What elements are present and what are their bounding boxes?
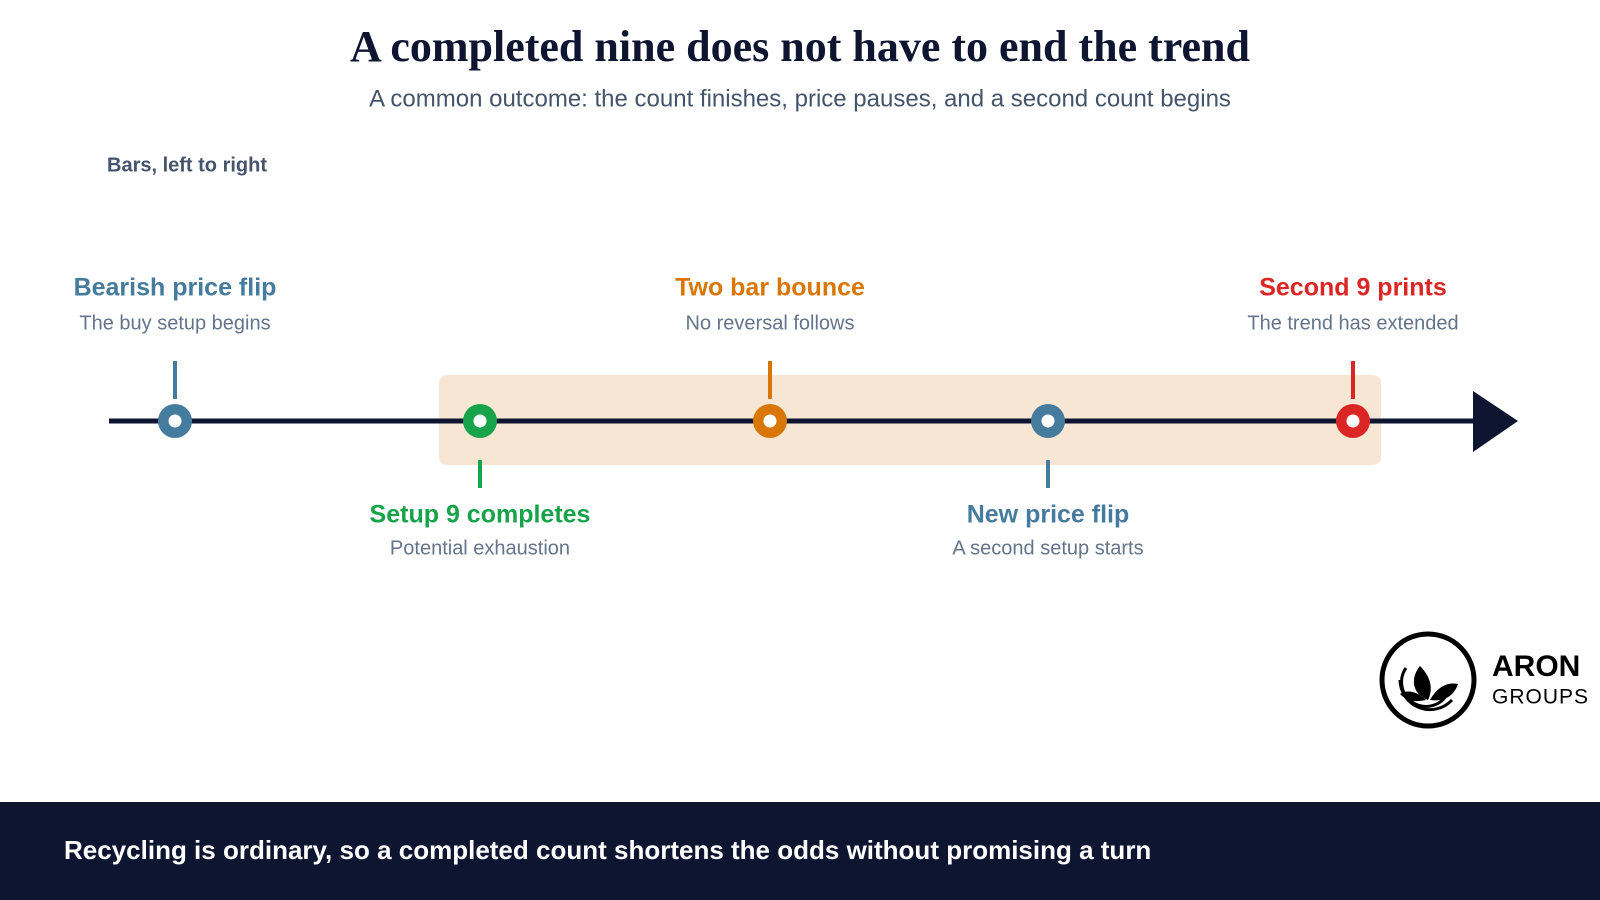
axis-label: Bars, left to right bbox=[107, 154, 267, 176]
footer-bar bbox=[0, 802, 1600, 900]
event-marker-center bbox=[168, 414, 182, 428]
footer-text: Recycling is ordinary, so a completed co… bbox=[64, 835, 1151, 865]
axis-arrow bbox=[1473, 391, 1518, 452]
logo: ARON GROUPS bbox=[1379, 631, 1589, 729]
logo-name: ARON bbox=[1492, 650, 1580, 683]
logo-leaves bbox=[1400, 666, 1458, 702]
event-subtitle: The trend has extended bbox=[1247, 312, 1458, 334]
event-title: Bearish price flip bbox=[74, 274, 277, 302]
events: Bearish price flip The buy setup begins Se… bbox=[74, 274, 1459, 560]
title: A completed nine does not have to end th… bbox=[350, 22, 1250, 71]
subtitle: A common outcome: the count finishes, pr… bbox=[369, 85, 1231, 112]
event-marker-center bbox=[1346, 414, 1360, 428]
logo-tagline: GROUPS bbox=[1492, 686, 1589, 709]
event-subtitle: No reversal follows bbox=[686, 312, 855, 334]
event-title: New price flip bbox=[967, 501, 1130, 529]
event-title: Second 9 prints bbox=[1259, 274, 1447, 302]
event-title: Two bar bounce bbox=[675, 274, 865, 302]
logo-swirl bbox=[1398, 667, 1454, 712]
event-marker-center bbox=[473, 414, 487, 428]
logo-ring bbox=[1379, 631, 1477, 729]
event-marker-center bbox=[1041, 414, 1055, 428]
event-subtitle: A second setup starts bbox=[952, 537, 1143, 559]
event-subtitle: Potential exhaustion bbox=[390, 537, 570, 559]
event-marker-center bbox=[763, 414, 777, 428]
event-title: Setup 9 completes bbox=[370, 501, 591, 529]
event-subtitle: The buy setup begins bbox=[79, 312, 270, 334]
